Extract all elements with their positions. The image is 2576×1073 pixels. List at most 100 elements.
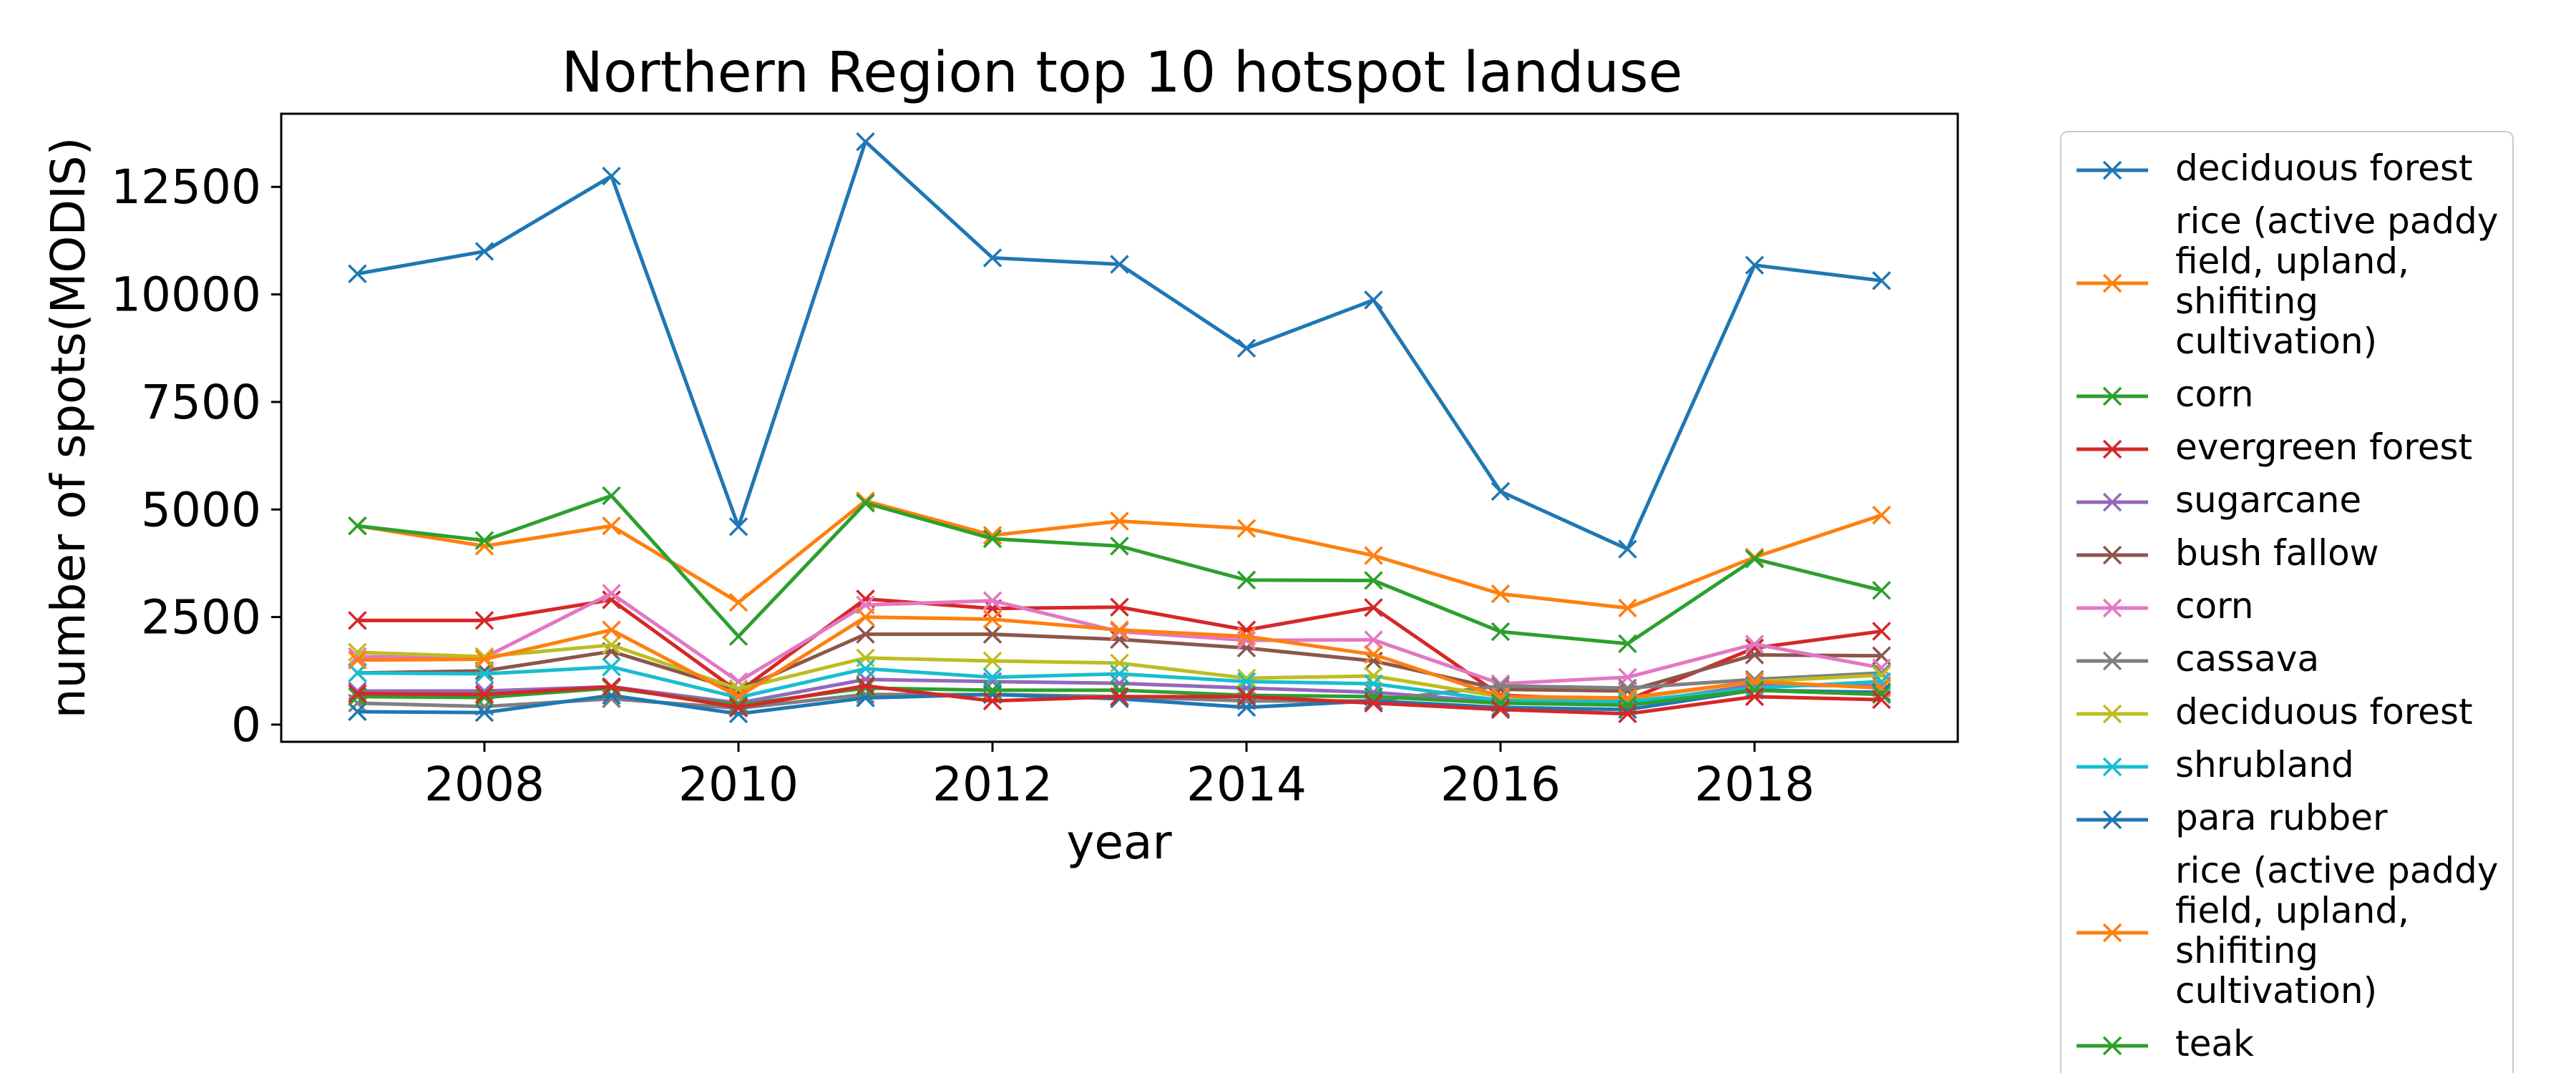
data-point <box>1364 693 1383 713</box>
legend-entry-4: sugarcane <box>2077 479 2361 521</box>
data-point <box>1110 689 1129 709</box>
legend-entry-1: rice (active paddy field, upland, shifitin… <box>2077 200 2498 362</box>
y-tick-label: 10000 <box>111 268 261 323</box>
legend-entry-0: deciduous forest <box>2077 147 2473 189</box>
x-tick-label: 2012 <box>932 757 1053 812</box>
x-axis: 2008 2010 2012 2014 2016 2018 <box>424 742 1815 812</box>
data-point <box>474 650 494 669</box>
data-point <box>1364 666 1383 686</box>
data-point <box>1364 598 1383 617</box>
data-point <box>1110 687 1129 707</box>
data-point <box>602 516 621 536</box>
legend-entry-12: teak <box>2077 1023 2254 1064</box>
legend-label: para rubber <box>2175 797 2388 838</box>
data-point <box>728 592 748 612</box>
series-line <box>357 139 1882 552</box>
data-point <box>348 687 367 707</box>
legend-entry-11: rice (active paddy field, upland, shifitin… <box>2077 850 2498 1011</box>
series-13 <box>348 676 1891 724</box>
x-tick-label: 2008 <box>424 757 545 812</box>
data-point <box>1236 627 1257 646</box>
data-point <box>602 166 621 186</box>
y-tick-label: 7500 <box>141 375 261 430</box>
data-point <box>1491 700 1511 720</box>
legend-label: deciduous forest <box>2175 691 2473 733</box>
series-2 <box>348 486 1891 654</box>
data-point <box>1745 549 1765 569</box>
data-point <box>2102 439 2122 459</box>
data-point <box>982 526 1002 545</box>
data-point <box>856 624 875 644</box>
data-point <box>1618 704 1637 724</box>
data-point <box>728 697 748 717</box>
series-line <box>357 499 1883 610</box>
data-point <box>348 702 367 722</box>
data-point <box>1745 672 1765 692</box>
data-point <box>1236 338 1257 358</box>
data-point <box>982 624 1002 644</box>
series-0 <box>348 132 1891 559</box>
y-axis: 0 2500 5000 7500 10000 12500 <box>111 160 281 753</box>
data-point <box>1872 663 1891 683</box>
legend-entry-2: corn <box>2077 373 2253 415</box>
legend-entry-5: bush fallow <box>2077 532 2379 574</box>
data-point <box>1872 622 1891 641</box>
y-tick-label: 5000 <box>141 482 261 537</box>
legend-entry-7: cassava <box>2077 638 2319 680</box>
data-point <box>2102 492 2122 512</box>
legend-label: cassava <box>2175 638 2319 680</box>
data-point <box>2102 923 2122 943</box>
legend-entry-3: evergreen forest <box>2077 426 2472 468</box>
x-tick-label: 2014 <box>1186 757 1307 812</box>
data-point <box>856 494 875 513</box>
y-axis-label: number of spots(MODIS) <box>41 137 96 719</box>
data-point <box>474 664 494 684</box>
x-tick-label: 2018 <box>1694 757 1815 812</box>
data-point <box>602 657 621 677</box>
legend-label: shrubland <box>2175 744 2354 785</box>
legend-entry-10: para rubber <box>2077 797 2388 838</box>
data-point <box>1491 622 1511 642</box>
data-point <box>1745 635 1765 654</box>
legend-label: rice (active paddy field, upland, shifitin… <box>2175 200 2498 362</box>
data-point <box>2102 273 2122 293</box>
legend-label: rice (active paddy field, upland, shifitin… <box>2175 850 2498 1011</box>
chart-title: Northern Region top 10 hotspot landuse <box>561 41 1682 105</box>
legend-label: corn <box>2175 373 2253 415</box>
legend-label: sugarcane <box>2175 479 2361 521</box>
data-point <box>1618 695 1637 715</box>
legend-label: teak <box>2175 1023 2254 1064</box>
series-5 <box>348 624 1891 701</box>
data-point <box>602 620 621 640</box>
data-point <box>982 529 1002 549</box>
data-point <box>2102 545 2122 565</box>
data-point <box>474 687 494 707</box>
data-point <box>1236 687 1257 707</box>
data-point <box>728 695 748 715</box>
data-point <box>474 611 494 630</box>
data-point <box>348 684 367 703</box>
y-tick-label: 0 <box>231 697 261 753</box>
data-point <box>1236 672 1257 692</box>
plot-frame <box>280 112 1959 743</box>
data-point <box>1236 519 1257 538</box>
data-point <box>1491 481 1511 501</box>
data-point <box>602 584 621 603</box>
legend: deciduous forest rice (active paddy field,… <box>2060 131 2514 1073</box>
data-point <box>1872 505 1891 525</box>
data-point <box>1872 271 1891 290</box>
data-point <box>982 651 1002 671</box>
data-point <box>856 678 875 698</box>
data-point <box>2102 704 2122 724</box>
series-1 <box>348 491 1891 618</box>
data-point <box>602 590 621 609</box>
data-point <box>1364 645 1383 665</box>
data-point <box>1618 598 1637 618</box>
legend-entry-8: deciduous forest <box>2077 691 2473 733</box>
data-point <box>474 647 494 667</box>
data-point <box>728 517 748 536</box>
data-point <box>2102 160 2122 180</box>
data-point <box>2102 651 2122 671</box>
legend-label: evergreen forest <box>2175 426 2472 468</box>
